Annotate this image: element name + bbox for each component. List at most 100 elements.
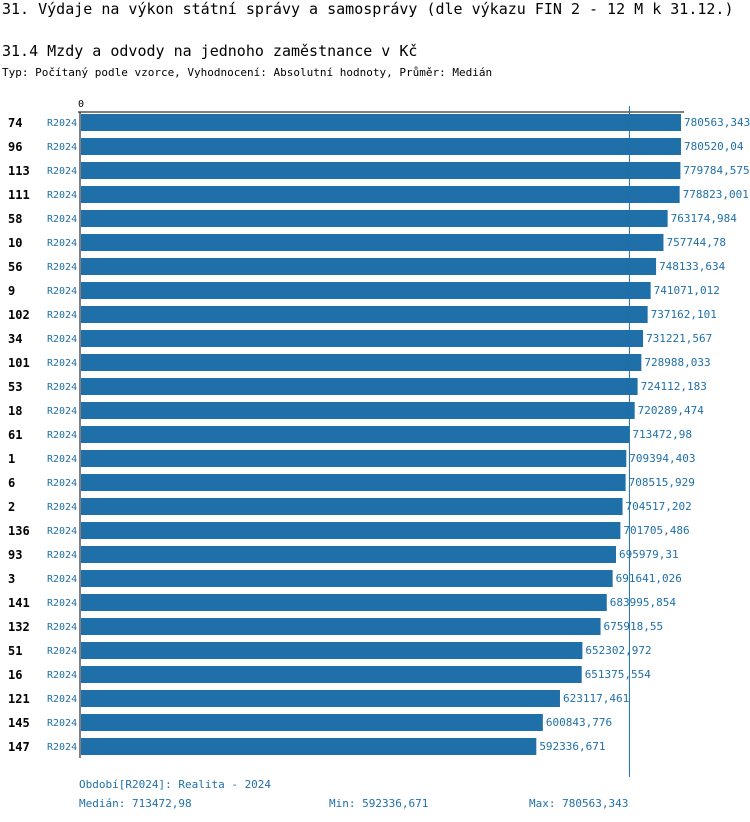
category-id-label: 10 [8, 236, 22, 250]
period-label: R2024 [47, 694, 77, 705]
bar [81, 138, 681, 155]
category-id-label: 74 [8, 116, 22, 130]
data-label: 780520,04 [684, 140, 744, 153]
period-label: R2024 [47, 334, 77, 345]
period-label: R2024 [47, 622, 77, 633]
category-id-label: 3 [8, 572, 15, 586]
period-label: R2024 [47, 118, 77, 129]
bar [81, 258, 657, 275]
bar [81, 546, 616, 563]
page-title: 31. Výdaje na výkon státní správy a samo… [2, 0, 734, 18]
period-label: R2024 [47, 454, 77, 465]
bar [81, 306, 648, 323]
category-id-label: 147 [8, 740, 30, 754]
bar [81, 570, 613, 587]
period-label: R2024 [47, 430, 77, 441]
bar [81, 162, 681, 179]
bar [81, 666, 582, 683]
data-label: 728988,033 [644, 356, 710, 369]
data-label: 779784,575 [683, 164, 749, 177]
bar [81, 474, 626, 491]
category-id-label: 18 [8, 404, 22, 418]
data-label: 780563,343 [684, 116, 750, 129]
period-label: R2024 [47, 502, 77, 513]
category-id-label: 102 [8, 308, 30, 322]
bar [81, 330, 644, 347]
period-label: R2024 [47, 166, 77, 177]
period-label: R2024 [47, 142, 77, 153]
bar [81, 282, 651, 299]
category-id-label: 9 [8, 284, 15, 298]
data-label: 737162,101 [651, 308, 717, 321]
footer-period: Období[R2024]: Realita - 2024 [79, 778, 272, 791]
period-label: R2024 [47, 238, 77, 249]
footer-max: Max: 780563,343 [529, 797, 629, 810]
data-label: 691641,026 [616, 572, 682, 585]
period-label: R2024 [47, 598, 77, 609]
period-label: R2024 [47, 670, 77, 681]
footer-median: Medián: 713472,98 [79, 797, 192, 810]
period-label: R2024 [47, 550, 77, 561]
category-id-label: 6 [8, 476, 15, 490]
data-label: 731221,567 [646, 332, 712, 345]
period-label: R2024 [47, 718, 77, 729]
category-id-label: 53 [8, 380, 22, 394]
period-label: R2024 [47, 574, 77, 585]
bar [81, 450, 627, 467]
bar [81, 690, 560, 707]
data-label: 600843,776 [546, 716, 612, 729]
period-label: R2024 [47, 358, 77, 369]
chart-subtitle: 31.4 Mzdy a odvody na jednoho zaměstnanc… [2, 42, 418, 60]
data-label: 708515,929 [629, 476, 695, 489]
axis-zero-label: 0 [78, 99, 84, 110]
data-label: 724112,183 [641, 380, 707, 393]
bar [81, 210, 668, 227]
bar [81, 234, 664, 251]
data-label: 675918,55 [604, 620, 664, 633]
bar [81, 618, 601, 635]
period-label: R2024 [47, 406, 77, 417]
bar [81, 738, 537, 755]
data-label: 651375,554 [585, 668, 652, 681]
data-label: 763174,984 [671, 212, 738, 225]
data-label: 709394,403 [629, 452, 695, 465]
data-label: 592336,671 [539, 740, 605, 753]
category-id-label: 1 [8, 452, 15, 466]
chart-meta: Typ: Počítaný podle vzorce, Vyhodnocení:… [2, 66, 493, 79]
data-label: 695979,31 [619, 548, 679, 561]
category-id-label: 51 [8, 644, 22, 658]
data-label: 652302,972 [585, 644, 651, 657]
data-label: 720289,474 [638, 404, 705, 417]
category-id-label: 93 [8, 548, 22, 562]
category-id-label: 56 [8, 260, 22, 274]
bar [81, 522, 621, 539]
data-label: 704517,202 [626, 500, 692, 513]
bar [81, 594, 607, 611]
data-label: 748133,634 [659, 260, 726, 273]
period-label: R2024 [47, 478, 77, 489]
category-id-label: 101 [8, 356, 30, 370]
bar [81, 642, 583, 659]
period-label: R2024 [47, 262, 77, 273]
period-label: R2024 [47, 526, 77, 537]
data-label: 683995,854 [610, 596, 677, 609]
category-id-label: 16 [8, 668, 22, 682]
bar [81, 714, 543, 731]
bar [81, 186, 680, 203]
category-id-label: 145 [8, 716, 30, 730]
category-id-label: 34 [8, 332, 22, 346]
category-id-label: 96 [8, 140, 22, 154]
data-label: 741071,012 [654, 284, 720, 297]
period-label: R2024 [47, 214, 77, 225]
category-id-label: 61 [8, 428, 22, 442]
category-id-label: 113 [8, 164, 30, 178]
data-label: 623117,461 [563, 692, 629, 705]
category-id-label: 121 [8, 692, 30, 706]
period-label: R2024 [47, 286, 77, 297]
category-id-label: 111 [8, 188, 30, 202]
period-label: R2024 [47, 190, 77, 201]
period-label: R2024 [47, 646, 77, 657]
bar [81, 402, 635, 419]
period-label: R2024 [47, 310, 77, 321]
